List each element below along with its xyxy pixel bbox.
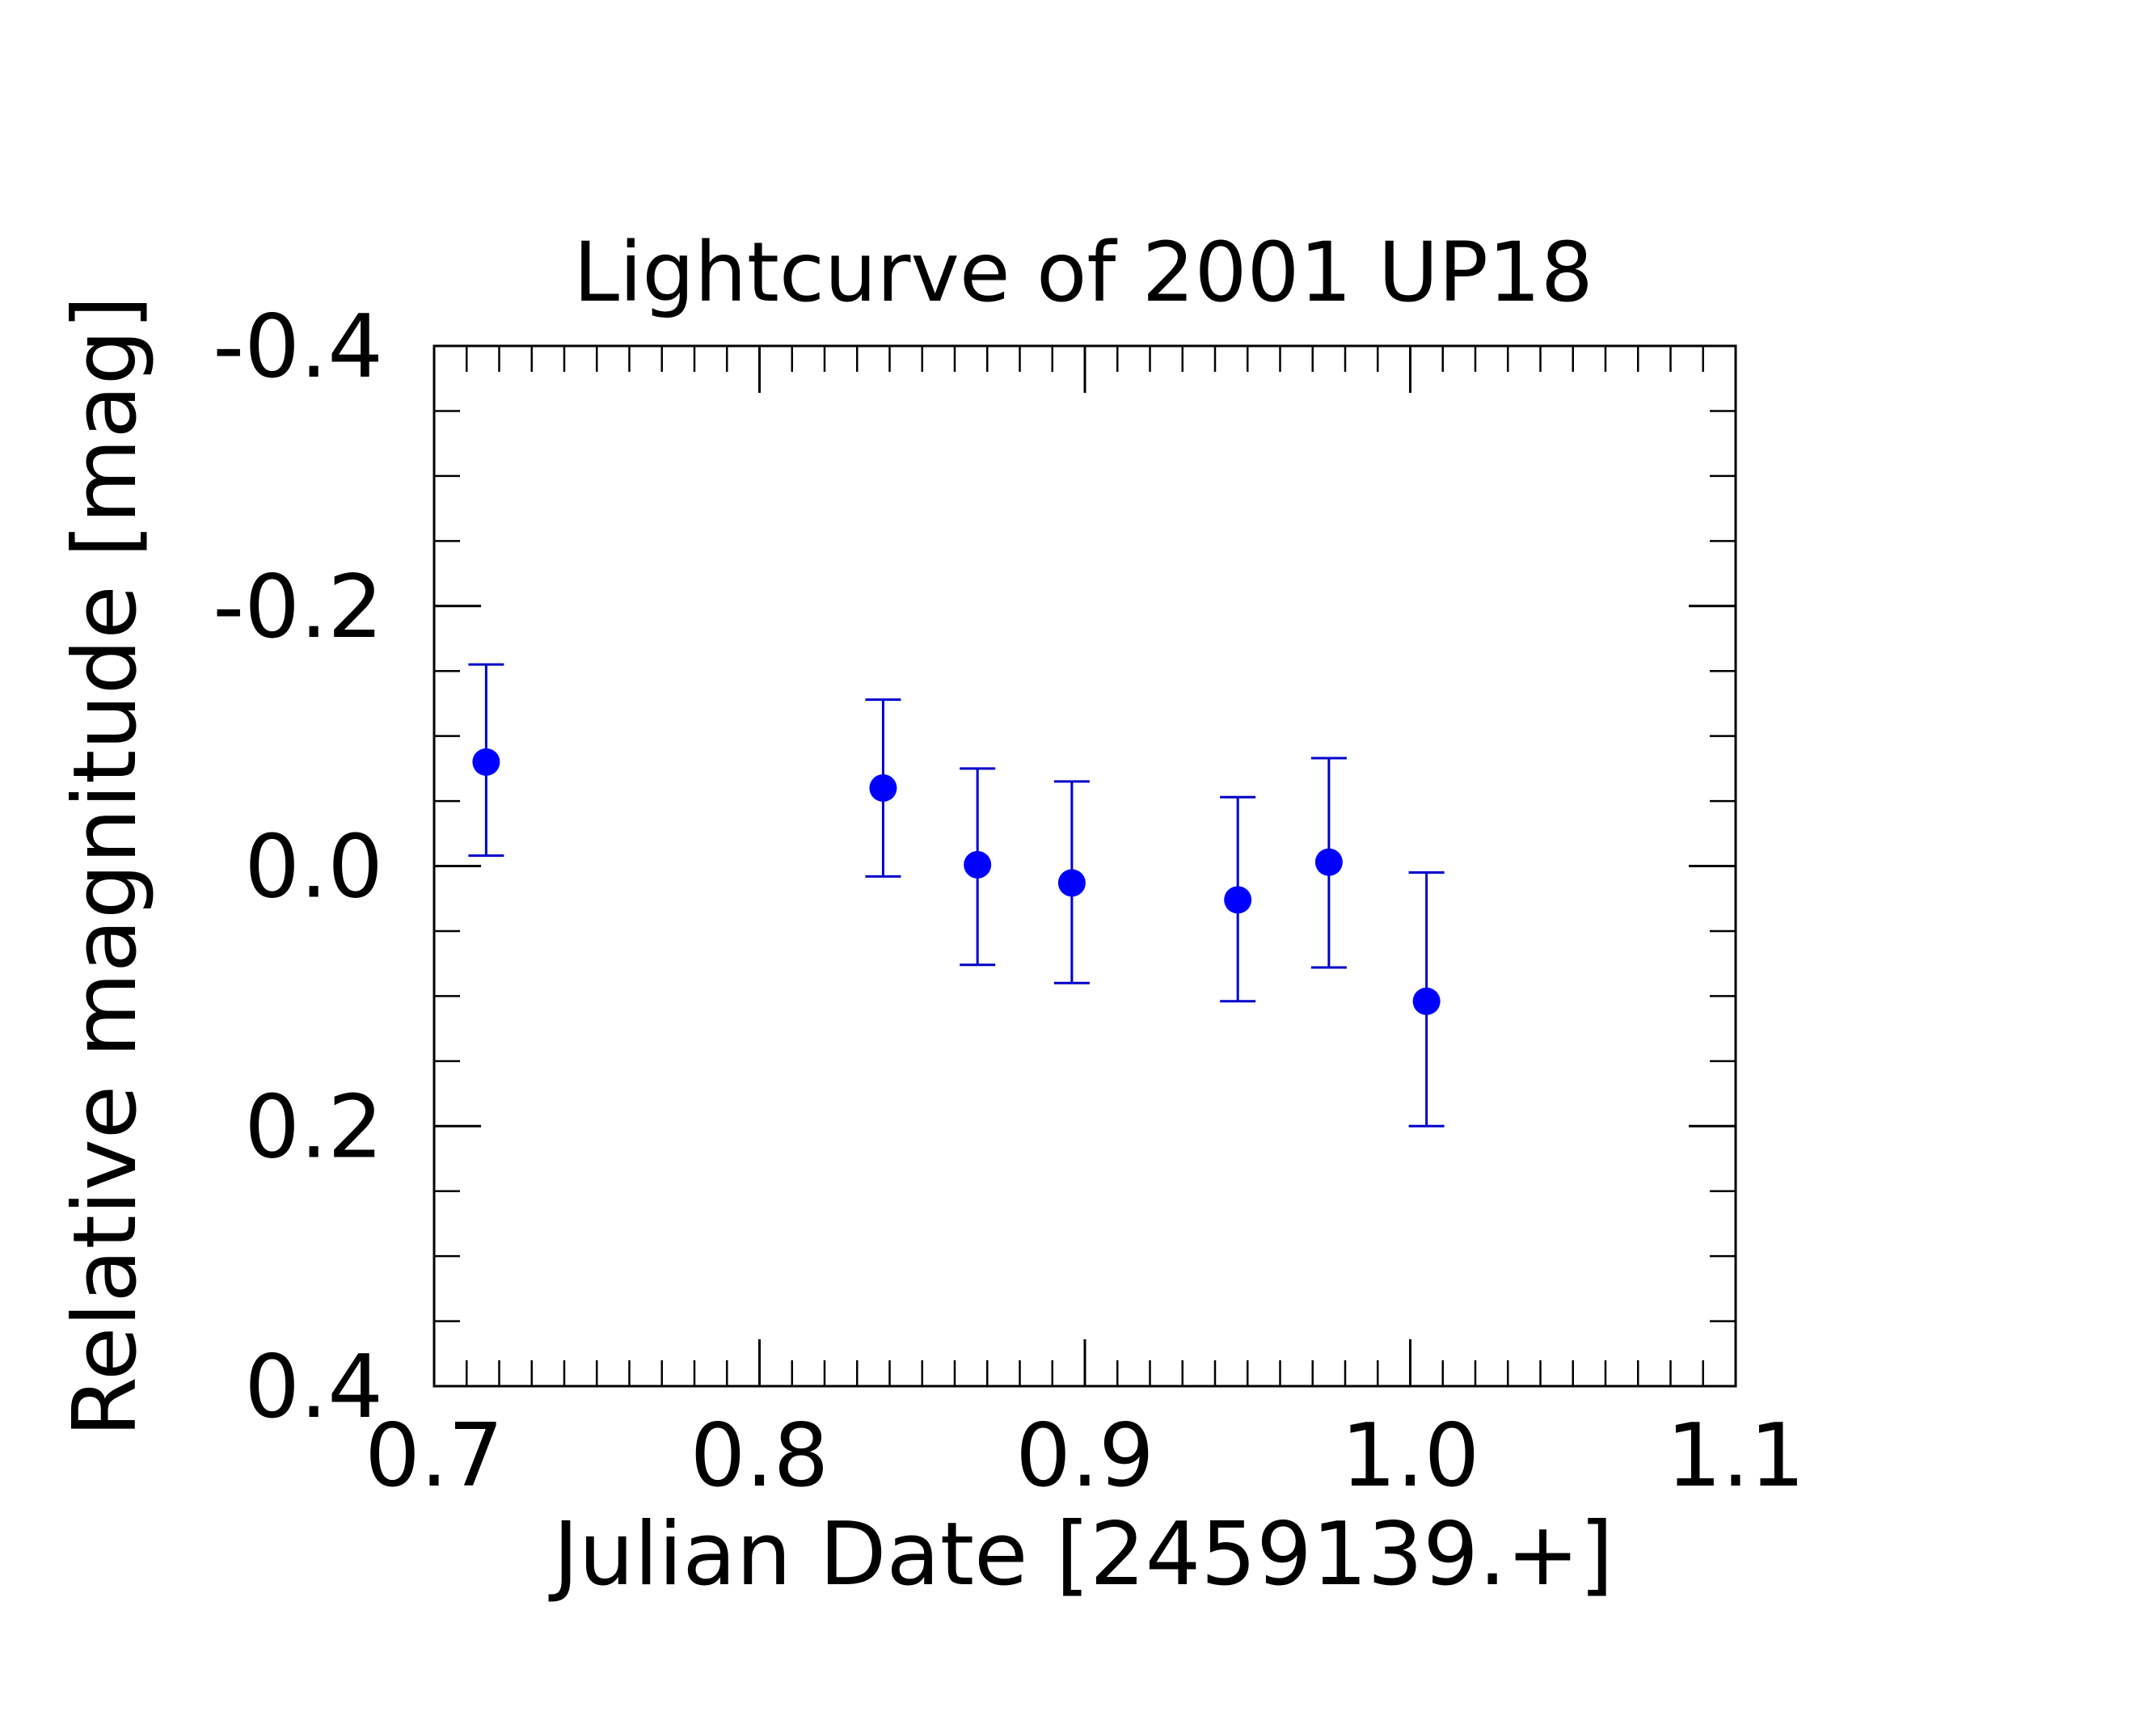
x-tick-label: 0.7: [365, 1406, 504, 1507]
y-tick-label: -0.2: [213, 557, 383, 658]
error-bars: [468, 663, 1445, 1128]
plot-frame: [432, 344, 1737, 1388]
x-axis-label: Julian Date [2459139.+]: [548, 1504, 1614, 1605]
x-tick-label: 1.0: [1341, 1406, 1480, 1507]
x-tick-label: 0.8: [690, 1406, 829, 1507]
x-tick-label: 0.9: [1015, 1406, 1154, 1507]
y-tick-label: 0.0: [244, 817, 383, 918]
data-point: [1057, 869, 1086, 897]
data-point: [1412, 987, 1441, 1015]
y-tick-labels: -0.4 -0.2 0.0 0.2 0.4: [213, 297, 383, 1438]
data-point: [869, 773, 897, 802]
data-point: [964, 850, 992, 879]
minor-ticks: [434, 346, 1736, 1386]
y-axis-label: Relative magnitude [mag]: [55, 296, 156, 1438]
data-point: [1314, 848, 1343, 876]
major-ticks: [434, 346, 1736, 1386]
data-points: [472, 748, 1441, 1015]
y-tick-label: 0.4: [244, 1337, 383, 1438]
x-tick-label: 1.1: [1666, 1406, 1805, 1507]
chart-title: Lightcurve of 2001 UP18: [573, 225, 1593, 321]
y-tick-label: -0.4: [213, 297, 383, 398]
x-tick-labels: 0.7 0.8 0.9 1.0 1.1: [365, 1406, 1805, 1507]
data-point: [472, 748, 500, 776]
y-tick-label: 0.2: [244, 1077, 383, 1178]
data-point: [1224, 886, 1252, 914]
